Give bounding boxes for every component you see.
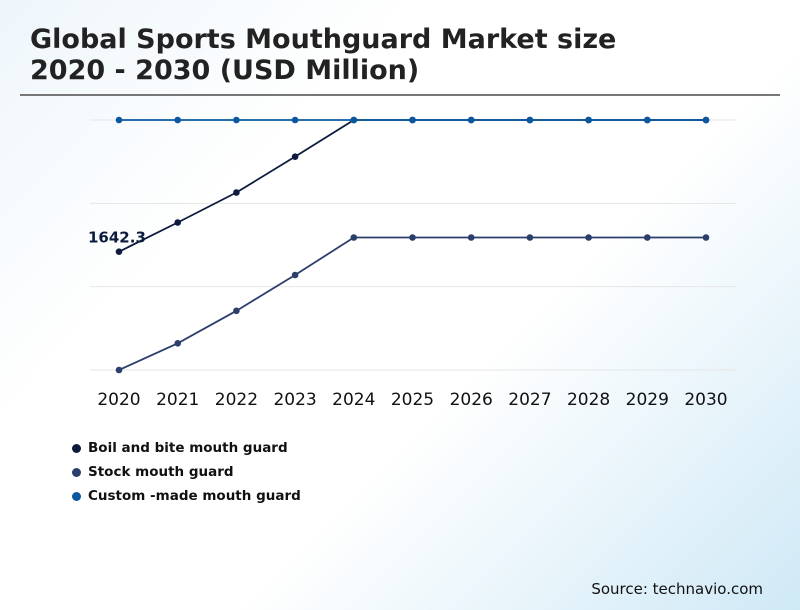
x-tick-label: 2029 [626,390,669,410]
data-point [467,116,475,124]
data-point [115,366,123,374]
data-point [174,116,181,124]
data-point [526,116,534,124]
legend-marker [72,443,81,453]
series-custom-made-mouth-guard [115,116,710,124]
x-tick-label: 2024 [332,390,375,410]
x-axis-ticks: 2020 2021 2022 2023 2024 2025 2026 2027 2028 2029… [97,390,727,410]
x-tick-label: 2023 [273,390,316,410]
data-point [585,116,592,124]
series-lines [115,116,710,374]
x-tick-label: 2025 [391,390,434,410]
data-point [702,234,710,241]
data-point [409,116,416,124]
series-stock-mouth-guard [115,234,710,374]
data-point [291,116,299,124]
data-point [644,234,651,241]
chart-title-line-1: Global Sports Mouthguard Market size [30,24,617,55]
data-point [350,116,358,124]
series-line [118,119,706,253]
data-point [115,116,123,124]
x-tick-label: 2027 [508,390,551,410]
data-point [174,219,181,226]
legend-label: Custom -made mouth guard [88,488,301,504]
data-label: 1642.3 [88,229,146,247]
data-point [115,248,123,255]
title-divider [20,94,780,96]
legend-item-boil-and-bite-mouth-guard: Boil and bite mouth guard [72,436,301,460]
legend: Boil and bite mouth guard Stock mouth gua… [72,436,301,508]
data-point [233,116,240,124]
data-point [526,234,534,241]
data-point [291,153,299,160]
data-point [409,234,416,241]
data-point [702,116,710,124]
x-tick-label: 2022 [215,390,258,410]
annotations: 1642.3 [88,229,146,247]
source-note: Source: technavio.com [591,580,763,598]
gridlines [90,119,736,371]
chart-title: Global Sports Mouthguard Market size 202… [30,24,616,86]
data-point [644,116,651,124]
series-line [118,236,706,371]
data-point [233,307,240,315]
legend-item-custom-made-mouth-guard: Custom -made mouth guard [72,484,301,508]
data-point [467,234,475,241]
legend-marker [72,467,81,477]
x-tick-label: 2021 [156,390,199,410]
legend-item-stock-mouth-guard: Stock mouth guard [72,460,301,484]
chart-title-line-2: 2020 - 2030 (USD Million) [30,55,420,86]
legend-label: Boil and bite mouth guard [88,440,288,456]
data-point [585,234,592,241]
data-point [291,271,299,279]
data-point [233,189,240,196]
legend-marker [72,491,81,501]
x-tick-label: 2028 [567,390,610,410]
data-point [350,234,358,241]
legend-label: Stock mouth guard [88,464,234,480]
data-point [174,340,181,347]
x-tick-label: 2026 [450,390,493,410]
x-tick-label: 2020 [97,390,140,410]
x-tick-label: 2030 [684,390,727,410]
